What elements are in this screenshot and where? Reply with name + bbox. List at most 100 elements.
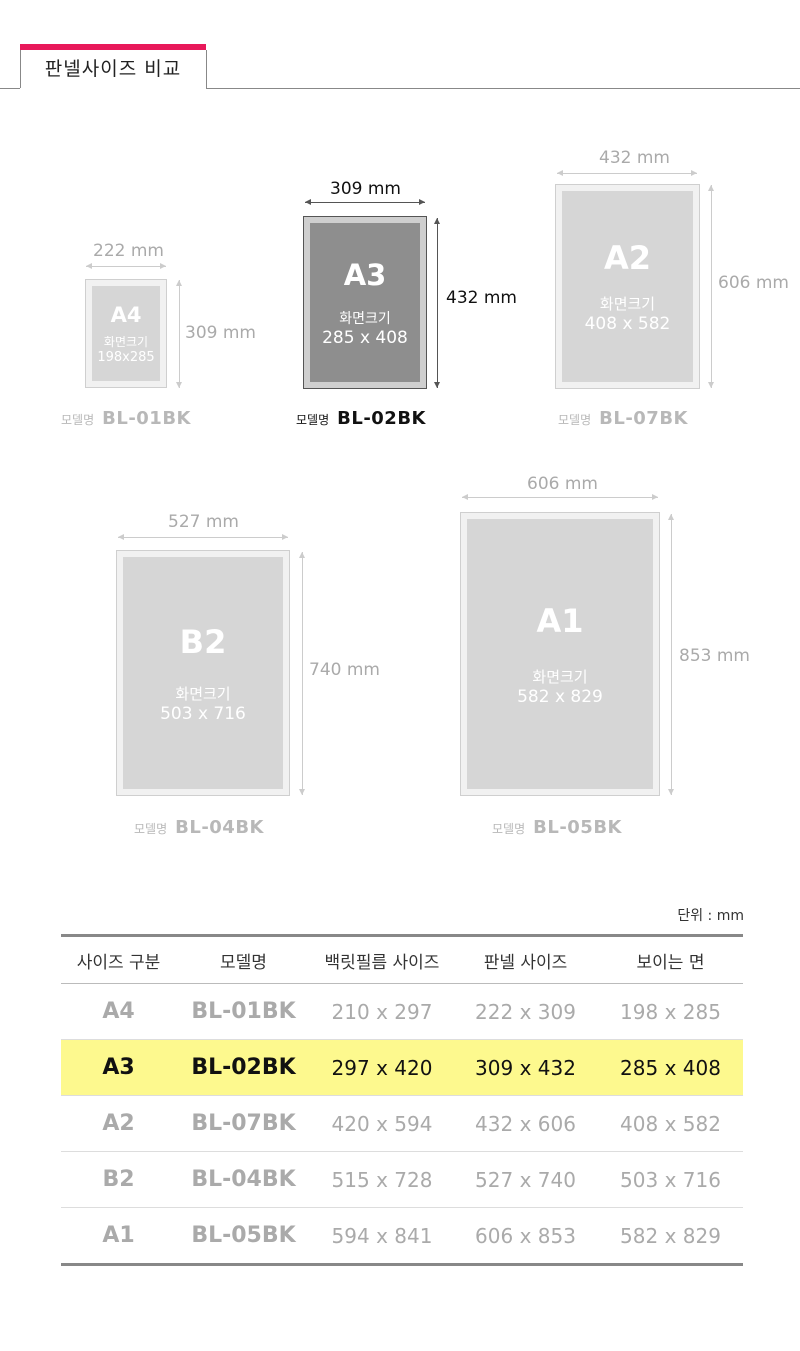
column-header: 모델명 xyxy=(176,934,311,984)
frame-a4-model: 모델명 BL-01BK xyxy=(61,408,191,429)
table-cell: 582 x 829 xyxy=(598,1207,743,1266)
frame-a1-screen: A1 화면크기 582 x 829 xyxy=(467,519,653,789)
frame-a3-height-arrow xyxy=(434,218,440,388)
frame-b2-height-arrow xyxy=(299,552,305,795)
page-title: 판넬사이즈 비교 xyxy=(44,58,182,80)
frame-a4-width: 222 mm xyxy=(93,241,164,261)
table-cell: 503 x 716 xyxy=(598,1151,743,1208)
table-cell: 594 x 841 xyxy=(311,1207,453,1266)
header-divider xyxy=(206,88,800,89)
frame-a2-screen-label: 화면크기 xyxy=(599,295,656,313)
frame-a2-width: 432 mm xyxy=(599,148,670,168)
table-cell: 515 x 728 xyxy=(311,1151,453,1208)
frame-a4-height-arrow xyxy=(176,280,182,388)
frame-a4-width-arrow xyxy=(86,263,166,269)
table-cell: B2 xyxy=(61,1151,176,1208)
frame-a2-model: 모델명 BL-07BK xyxy=(558,408,688,429)
table-cell: BL-02BK xyxy=(176,1039,311,1096)
frame-b2-width-arrow xyxy=(118,534,288,540)
table-cell: A1 xyxy=(61,1207,176,1266)
column-header: 사이즈 구분 xyxy=(61,934,176,984)
model-label: 모델명 xyxy=(296,413,330,427)
table-cell: A3 xyxy=(61,1039,176,1096)
table-cell: 309 x 432 xyxy=(453,1039,598,1096)
table-cell: 606 x 853 xyxy=(453,1207,598,1266)
frame-a4-screen-size: 198x285 xyxy=(97,349,155,365)
frame-b2: B2 화면크기 503 x 716 xyxy=(116,550,290,796)
frame-b2-size-label: B2 xyxy=(179,622,227,661)
table-cell: BL-07BK xyxy=(176,1095,311,1152)
frame-b2-screen-size: 503 x 716 xyxy=(160,703,246,724)
frame-a2-size-label: A2 xyxy=(603,239,652,277)
table-cell: 527 x 740 xyxy=(453,1151,598,1208)
frame-a2-height-arrow xyxy=(708,185,714,388)
model-label: 모델명 xyxy=(134,822,168,836)
model-value: BL-05BK xyxy=(533,817,623,838)
frame-a4-height: 309 mm xyxy=(185,323,256,343)
frame-b2-width: 527 mm xyxy=(168,512,239,532)
model-label: 모델명 xyxy=(492,822,526,836)
frame-a1-width-arrow xyxy=(462,494,658,500)
frame-a3-size-label: A3 xyxy=(343,257,387,292)
table-cell: BL-01BK xyxy=(176,983,311,1040)
column-header: 판넬 사이즈 xyxy=(453,934,598,984)
table-row: A1 BL-05BK 594 x 841 606 x 853 582 x 829 xyxy=(61,1207,743,1266)
model-value: BL-04BK xyxy=(175,817,265,838)
frame-a1-size-label: A1 xyxy=(536,601,584,640)
table-cell: A4 xyxy=(61,983,176,1040)
table-row-highlighted: A3 BL-02BK 297 x 420 309 x 432 285 x 408 xyxy=(61,1039,743,1096)
frame-a4: A4 화면크기 198x285 xyxy=(85,279,167,388)
header-divider xyxy=(0,88,20,89)
table-cell: 432 x 606 xyxy=(453,1095,598,1152)
table-cell: 222 x 309 xyxy=(453,983,598,1040)
frame-a1-screen-size: 582 x 829 xyxy=(517,686,603,707)
table-row: A2 BL-07BK 420 x 594 432 x 606 408 x 582 xyxy=(61,1095,743,1152)
frame-a2-width-arrow xyxy=(557,170,697,176)
frame-a3: A3 화면크기 285 x 408 xyxy=(303,216,427,389)
model-value: BL-02BK xyxy=(337,408,427,429)
frame-a3-screen-label: 화면크기 xyxy=(339,310,391,327)
header-tab xyxy=(20,50,207,88)
column-header: 보이는 면 xyxy=(598,934,743,984)
table-cell: 408 x 582 xyxy=(598,1095,743,1152)
table-cell: 285 x 408 xyxy=(598,1039,743,1096)
frame-a2-screen-size: 408 x 582 xyxy=(584,314,671,334)
table-cell: BL-04BK xyxy=(176,1151,311,1208)
table-cell: 198 x 285 xyxy=(598,983,743,1040)
frame-a3-screen-size: 285 x 408 xyxy=(322,327,408,348)
frame-a1-screen-label: 화면크기 xyxy=(532,667,588,686)
frame-a1-width: 606 mm xyxy=(527,474,598,494)
frame-a2: A2 화면크기 408 x 582 xyxy=(555,184,700,389)
table-header-row: 사이즈 구분 모델명 백릿필름 사이즈 판넬 사이즈 보이는 면 xyxy=(61,934,743,984)
unit-label: 단위 : mm xyxy=(677,908,744,924)
table-cell: BL-05BK xyxy=(176,1207,311,1266)
table-cell: 420 x 594 xyxy=(311,1095,453,1152)
frame-a2-screen: A2 화면크기 408 x 582 xyxy=(562,191,693,382)
frame-b2-screen: B2 화면크기 503 x 716 xyxy=(123,557,283,789)
table-cell: 210 x 297 xyxy=(311,983,453,1040)
frame-b2-screen-label: 화면크기 xyxy=(175,684,231,703)
table-cell: A2 xyxy=(61,1095,176,1152)
frame-a1: A1 화면크기 582 x 829 xyxy=(460,512,660,796)
frame-b2-height: 740 mm xyxy=(309,660,380,680)
frame-a3-model: 모델명 BL-02BK xyxy=(296,408,426,429)
frame-a1-height: 853 mm xyxy=(679,646,750,666)
frame-a3-width: 309 mm xyxy=(330,179,401,199)
frame-a4-screen-label: 화면크기 xyxy=(103,334,149,349)
model-value: BL-01BK xyxy=(102,408,192,429)
frame-a2-height: 606 mm xyxy=(718,273,789,293)
frame-a1-model: 모델명 BL-05BK xyxy=(492,817,622,838)
table-row: B2 BL-04BK 515 x 728 527 x 740 503 x 716 xyxy=(61,1151,743,1208)
model-label: 모델명 xyxy=(61,413,95,427)
frame-a3-screen: A3 화면크기 285 x 408 xyxy=(310,223,420,382)
frame-a4-size-label: A4 xyxy=(110,302,142,327)
column-header: 백릿필름 사이즈 xyxy=(311,934,453,984)
table-cell: 297 x 420 xyxy=(311,1039,453,1096)
frame-a1-height-arrow xyxy=(668,514,674,795)
frame-a4-screen: A4 화면크기 198x285 xyxy=(92,286,160,381)
frame-a3-height: 432 mm xyxy=(446,288,517,308)
model-label: 모델명 xyxy=(558,413,592,427)
frame-a3-width-arrow xyxy=(305,199,425,205)
model-value: BL-07BK xyxy=(599,408,689,429)
header-accent-bar xyxy=(20,44,206,50)
